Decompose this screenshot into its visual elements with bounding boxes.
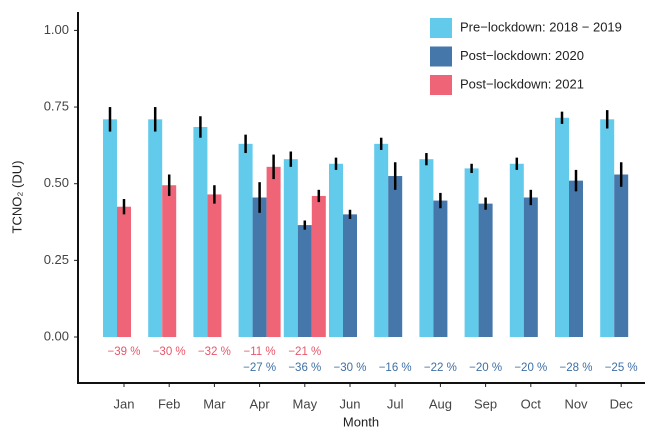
bar xyxy=(252,197,267,338)
legend-swatch xyxy=(430,75,452,95)
bar xyxy=(509,163,524,338)
change-label: −27 % xyxy=(243,362,276,374)
y-tick-label: 1.00 xyxy=(44,22,69,37)
change-label: −20 % xyxy=(514,362,547,374)
y-tick-label: 0.50 xyxy=(44,175,69,190)
bar xyxy=(329,163,343,338)
bar xyxy=(238,143,253,338)
bar xyxy=(614,174,629,338)
change-label: −20 % xyxy=(469,362,502,374)
x-tick-label: Dec xyxy=(610,396,634,411)
x-tick-label: Apr xyxy=(249,396,270,411)
x-tick-label: Jan xyxy=(114,396,135,411)
bar xyxy=(523,197,538,338)
x-tick-label: Aug xyxy=(429,396,452,411)
y-tick-label: 0.00 xyxy=(44,328,69,343)
x-tick-label: Jun xyxy=(340,396,361,411)
legend-label: Post−lockdown: 2021 xyxy=(460,76,584,91)
bar xyxy=(162,185,177,338)
bar xyxy=(103,119,117,338)
bar xyxy=(117,206,131,338)
bar xyxy=(419,159,434,338)
change-label: −30 % xyxy=(153,346,186,358)
legend-swatch xyxy=(430,18,452,38)
x-tick-label: Mar xyxy=(203,396,226,411)
legend-label: Post−lockdown: 2020 xyxy=(460,48,584,63)
bar xyxy=(297,225,312,338)
bar xyxy=(207,194,222,338)
change-label: −32 % xyxy=(198,346,231,358)
y-axis-title: TCNO₂ (DU) xyxy=(9,161,24,234)
bar xyxy=(464,168,479,338)
bar xyxy=(283,159,298,338)
legend-swatch xyxy=(430,46,452,67)
x-tick-label: Jul xyxy=(387,396,404,411)
change-label: −28 % xyxy=(560,362,593,374)
bar xyxy=(266,166,281,338)
x-tick-label: Nov xyxy=(564,396,588,411)
bar xyxy=(193,126,208,338)
bar xyxy=(478,203,493,338)
y-tick-label: 0.75 xyxy=(44,98,69,113)
y-tick-label: 0.25 xyxy=(44,252,69,267)
x-tick-label: Oct xyxy=(521,396,542,411)
bar xyxy=(374,143,389,338)
change-label: −39 % xyxy=(108,346,141,358)
change-label: −30 % xyxy=(334,362,367,374)
bar xyxy=(569,180,583,338)
bar xyxy=(388,176,403,338)
bar xyxy=(433,200,448,338)
bar xyxy=(148,119,163,338)
x-tick-label: May xyxy=(293,396,318,411)
change-label: −25 % xyxy=(605,362,638,374)
bar xyxy=(600,119,615,338)
x-tick-label: Sep xyxy=(474,396,497,411)
x-tick-label: Feb xyxy=(158,396,180,411)
change-label: −21 % xyxy=(288,346,321,358)
bar xyxy=(555,117,569,338)
legend-label: Pre−lockdown: 2018 − 2019 xyxy=(460,19,622,34)
x-axis-title: Month xyxy=(343,414,379,429)
change-label: −11 % xyxy=(244,346,276,358)
change-label: −16 % xyxy=(379,362,412,374)
change-label: −36 % xyxy=(288,362,321,374)
change-label: −22 % xyxy=(424,362,457,374)
bar xyxy=(343,214,357,338)
bar xyxy=(311,195,326,338)
